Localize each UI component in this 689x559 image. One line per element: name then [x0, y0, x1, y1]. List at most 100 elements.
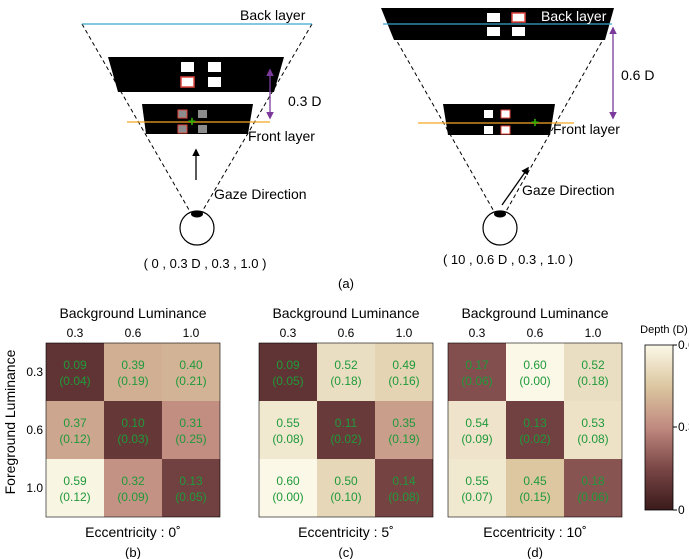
- cell-mean-label: 0.32: [121, 474, 145, 488]
- front-stim: [198, 125, 207, 133]
- heatmap-cell: [104, 343, 162, 401]
- cell-sd-label: (0.07): [461, 490, 492, 504]
- cell-mean-label: 0.13: [523, 416, 547, 430]
- cell-sd-label: (0.04): [59, 374, 90, 388]
- heatmap-cell: [448, 401, 506, 459]
- heatmap-cell: [46, 459, 104, 517]
- heatmap-cell: [448, 459, 506, 517]
- cell-sd-label: (0.18): [577, 374, 608, 388]
- cell-sd-label: (0.21): [175, 374, 206, 388]
- cell-sd-label: (0.03): [117, 432, 148, 446]
- cell-mean-label: 0.55: [465, 474, 489, 488]
- frustum-edge-left: [81, 23, 197, 223]
- back-stim: [180, 76, 195, 88]
- colorbar-title: Depth (D): [640, 324, 688, 336]
- cell-mean-label: 0.53: [581, 416, 605, 430]
- cell-mean-label: 0.11: [335, 416, 358, 430]
- heatmap-frame: [258, 342, 434, 518]
- cell-sd-label: (0.02): [519, 432, 550, 446]
- cell-sd-label: (0.19): [117, 374, 148, 388]
- cell-mean-label: 0.50: [334, 474, 358, 488]
- cell-sd-label: (0.06): [461, 374, 492, 388]
- front-stim: [484, 126, 493, 134]
- front-stim: [484, 110, 493, 118]
- heatmap-cell: [375, 343, 433, 401]
- colorbar-min: 0: [678, 503, 685, 517]
- heatmap-cell: [104, 459, 162, 517]
- pupil: [494, 210, 506, 218]
- cell-mean-label: 0.49: [392, 358, 416, 372]
- heatmap-cell: [564, 459, 622, 517]
- y-axis-label: Foreground Luminance: [2, 349, 18, 494]
- back-stim: [487, 13, 500, 22]
- back-layer-label: Back layer: [541, 8, 607, 24]
- cell-sd-label: (0.12): [59, 490, 90, 504]
- params-left: ( 0 , 0.3 D , 0.3 , 1.0 ): [144, 256, 267, 271]
- cell-mean-label: 0.35: [392, 416, 416, 430]
- heatmap-cell: [375, 401, 433, 459]
- cell-mean-label: 0.52: [334, 358, 358, 372]
- top-caption: (a): [338, 276, 354, 291]
- front-stim: [500, 125, 511, 135]
- heatmap-cell: [162, 459, 220, 517]
- cell-sd-label: (0.08): [272, 432, 303, 446]
- heatmap-cell: [506, 401, 564, 459]
- cell-mean-label: 0.60: [523, 358, 547, 372]
- cell-mean-label: 0.10: [121, 416, 145, 430]
- front-panel: [142, 104, 253, 134]
- heatmap-cell: [162, 401, 220, 459]
- back-stim: [511, 12, 526, 23]
- cell-sd-label: (0.02): [330, 432, 361, 446]
- x-tick-label: 1.0: [585, 326, 602, 340]
- cell-sd-label: (0.06): [577, 490, 608, 504]
- y-tick-label: 0.3: [26, 365, 43, 379]
- heatmap-1: Background Luminance 0.3 0.6 1.0 0.09 (0.05) 0…: [258, 305, 434, 559]
- front-stim: [177, 124, 188, 134]
- cell-sd-label: (0.05): [175, 490, 206, 504]
- heatmap-cell: [162, 343, 220, 401]
- heatmap-xlabel: Eccentricity : 0˚: [85, 524, 181, 540]
- x-tick-label: 0.6: [125, 326, 142, 340]
- cell-mean-label: 0.39: [121, 358, 145, 372]
- heatmap-panels: Background Luminance 0.3 0.6 1.0 0.3 0.6 1.0 0.…: [26, 305, 623, 559]
- heatmap-cell: [506, 343, 564, 401]
- cell-mean-label: 0.09: [63, 358, 87, 372]
- cell-sd-label: (0.08): [577, 432, 608, 446]
- front-layer-label: Front layer: [248, 128, 315, 144]
- heatmap-caption: (c): [338, 545, 353, 559]
- heatmap-caption: (b): [125, 545, 141, 559]
- cell-sd-label: (0.08): [388, 490, 419, 504]
- heatmap-cell: [259, 343, 317, 401]
- heatmap-xlabel: Eccentricity : 10˚: [483, 524, 586, 540]
- colorbar-mid: 0.3: [678, 420, 689, 434]
- heatmap-cell: [259, 459, 317, 517]
- heatmap-cell: [317, 401, 375, 459]
- cell-mean-label: 0.54: [465, 416, 489, 430]
- x-tick-label: 1.0: [396, 326, 413, 340]
- cell-sd-label: (0.00): [272, 490, 303, 504]
- back-stim: [487, 27, 500, 36]
- heatmap-frame: [447, 342, 623, 518]
- x-tick-label: 0.3: [280, 326, 297, 340]
- cell-mean-label: 0.59: [63, 474, 87, 488]
- diagram-left: Back layer + 0.3 D Front layer Gaze Dire…: [81, 7, 321, 271]
- colorbar-max: 0.6: [678, 338, 689, 352]
- back-stim: [208, 62, 221, 72]
- front-stim: [177, 109, 188, 119]
- x-tick-label: 1.0: [183, 326, 200, 340]
- heatmap-cell: [46, 343, 104, 401]
- heatmap-cell: [317, 459, 375, 517]
- diagram-right: Back layer 0.6 D + Front layer Gaze Dire…: [381, 8, 654, 267]
- gaze-label: Gaze Direction: [214, 186, 307, 202]
- depth-label: 0.3 D: [288, 93, 321, 109]
- heatmap-0: Background Luminance 0.3 0.6 1.0 0.3 0.6 1.0 0.…: [26, 305, 221, 559]
- frustum-edge-right: [195, 23, 313, 223]
- heatmap-cell: [506, 459, 564, 517]
- colorbar-gradient: [644, 344, 674, 511]
- depth-label: 0.6 D: [621, 67, 654, 83]
- heatmap-cell: [564, 401, 622, 459]
- gaze-arrow: [501, 166, 529, 206]
- cell-sd-label: (0.09): [117, 490, 148, 504]
- back-stim: [181, 62, 194, 72]
